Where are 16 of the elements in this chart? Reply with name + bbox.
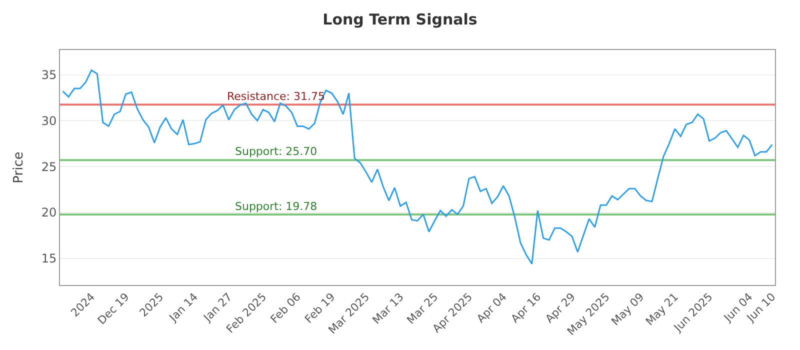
x-tick-label: Apr 04 [474, 290, 510, 326]
x-tick-label: Apr 16 [508, 290, 544, 326]
y-tick-label: 20 [41, 206, 57, 220]
y-axis-title: Price [11, 152, 26, 184]
x-tick-label: Mar 13 [370, 290, 406, 327]
line-series [62, 69, 773, 265]
x-tick-label: Jan 14 [166, 290, 200, 325]
ref-line-label: Support: 19.78 [235, 200, 318, 213]
ref-line-label: Support: 25.70 [235, 145, 318, 158]
y-tick-label: 15 [41, 252, 57, 266]
y-tick-label: 30 [41, 114, 57, 128]
x-tick-label: Dec 19 [95, 290, 132, 328]
chart-title: Long Term Signals [322, 10, 478, 28]
x-tick-label: Feb 06 [268, 290, 304, 326]
y-tick-label: 25 [41, 160, 57, 174]
y-tick-label: 35 [41, 68, 57, 82]
